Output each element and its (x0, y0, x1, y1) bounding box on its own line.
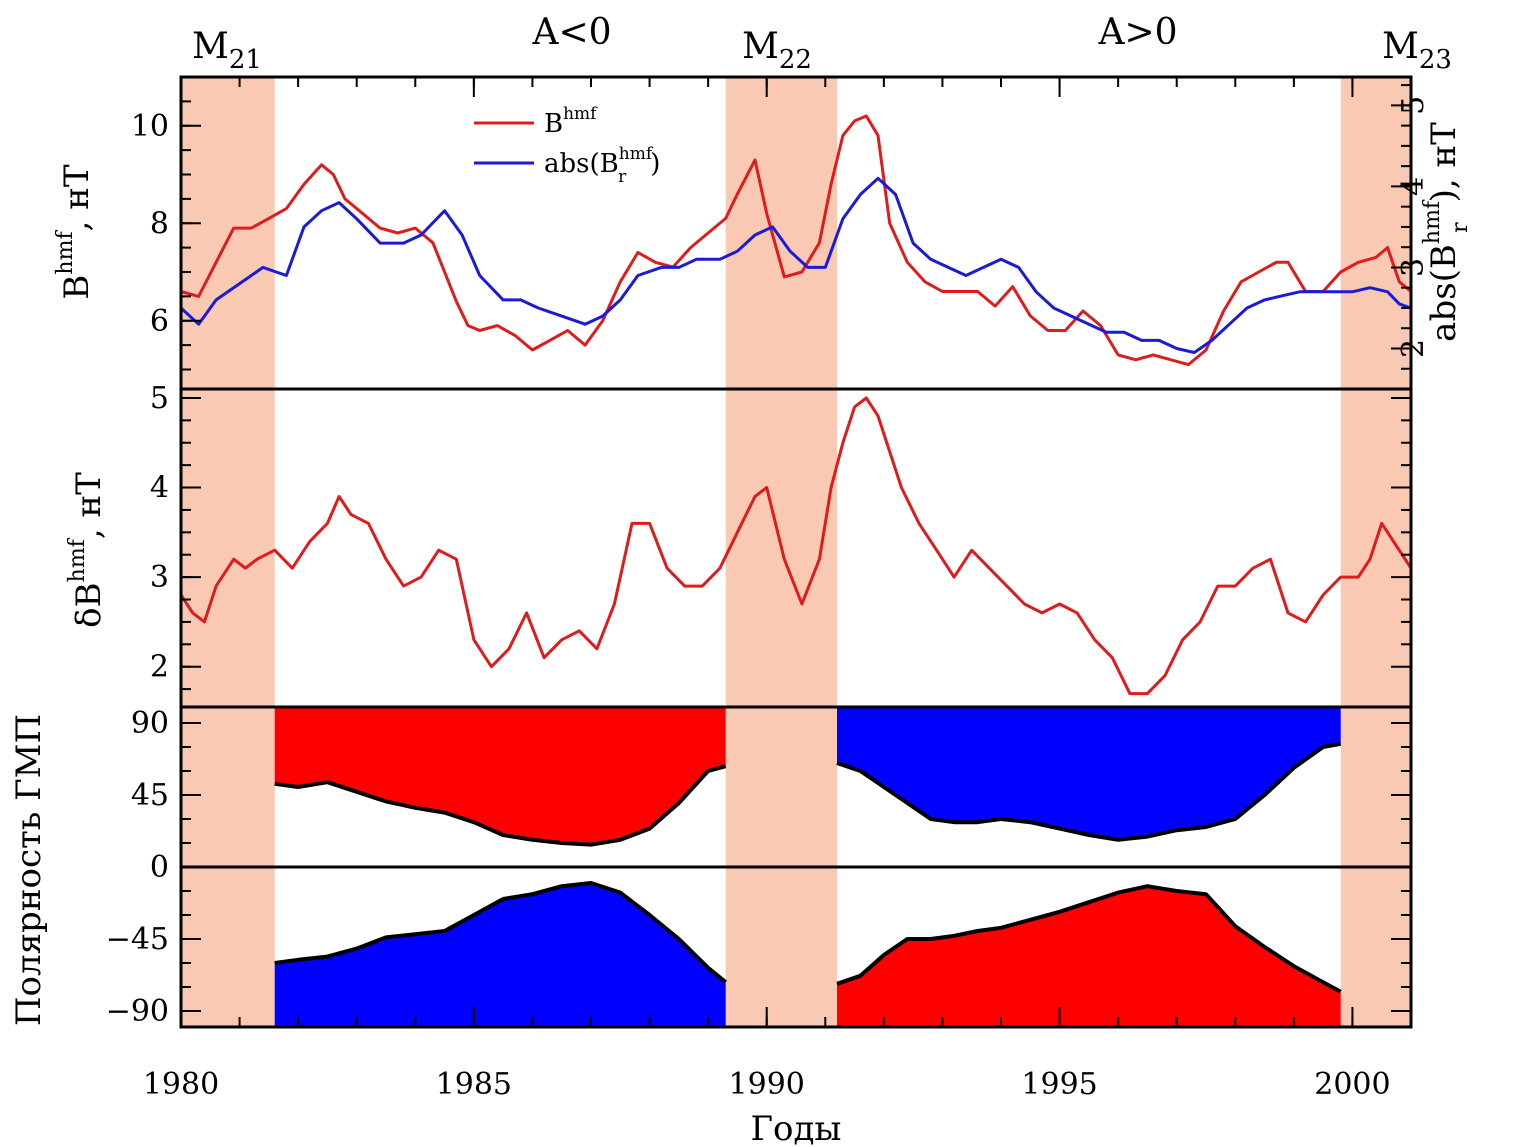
legend-label-abs-br: abs(Bhmf r) (544, 144, 660, 187)
y-polarity-tick-label: −90 (106, 994, 169, 1029)
y2-top-tick-label: 3 (1396, 258, 1431, 277)
polarity-area-3 (837, 707, 1341, 840)
panel-field-magnitude (179, 114, 1412, 367)
y-polarity-tick-label: 45 (131, 778, 169, 813)
polarity-boundary-1 (274, 764, 727, 847)
ylabel-middle: δBhmf, нТ (65, 472, 109, 628)
y-polarity-tick-label: 90 (131, 706, 169, 741)
panel-polarity (274, 707, 1342, 1027)
plot-frame (179, 75, 1413, 1029)
polarity-boundary-2 (274, 881, 727, 984)
x-tick-label: 1980 (143, 1067, 219, 1102)
y-middle-tick-label: 5 (150, 381, 169, 416)
y-middle-tick-label: 4 (150, 471, 169, 506)
legend: Bhmf abs(Bhmf r) (474, 104, 660, 187)
polarity-boundary-4 (836, 884, 1342, 994)
y-polarity-tick-label: −45 (106, 922, 169, 957)
legend-label-b-hmf: Bhmf (544, 104, 598, 139)
reversal-band-1 (181, 77, 275, 1027)
ylabel-right: abs(Bhmf r), нТ (1420, 122, 1473, 342)
y-middle-tick-label: 2 (150, 650, 169, 685)
y2-top-tick-label: 4 (1396, 177, 1431, 196)
x-tick-label: 2000 (1314, 1067, 1390, 1102)
polarity-boundary-3 (836, 741, 1342, 842)
series-line-b-hmf (180, 114, 1412, 367)
polarity-area-4 (837, 886, 1341, 1027)
x-tick-label: 1985 (436, 1067, 512, 1102)
x-tick-label: 1995 (1021, 1067, 1097, 1102)
y-polarity-tick-label: 0 (150, 850, 169, 885)
y-middle-tick-label: 3 (150, 560, 169, 595)
series-line-delta-b (179, 396, 1413, 696)
y2-top-tick-label: 5 (1396, 96, 1431, 115)
y2-top-tick-label: 2 (1396, 339, 1431, 358)
panel-frames (179, 75, 1413, 1029)
panel-field-fluctuation (179, 396, 1413, 696)
y-top-tick-label: 8 (150, 206, 169, 241)
series-line-abs-br (179, 176, 1412, 354)
label-a-positive: A>0 (1097, 12, 1177, 53)
xlabel: Годы (751, 1109, 842, 1147)
ylabel-polarity: Полярность ГМП (9, 714, 49, 1026)
polarity-area-1 (274, 707, 726, 845)
label-m21: M21 (192, 26, 262, 75)
label-a-negative: A<0 (531, 12, 611, 53)
y-top-tick-label: 10 (131, 109, 169, 144)
label-m23: M23 (1382, 26, 1452, 75)
ylabel-top: Bhmf, нТ (53, 164, 97, 299)
y-top-tick-label: 6 (150, 304, 169, 339)
label-m22: M22 (742, 26, 812, 75)
polarity-area-2 (274, 883, 726, 1027)
x-tick-label: 1990 (729, 1067, 805, 1102)
magnetic-reversal-bands (181, 77, 1411, 1027)
